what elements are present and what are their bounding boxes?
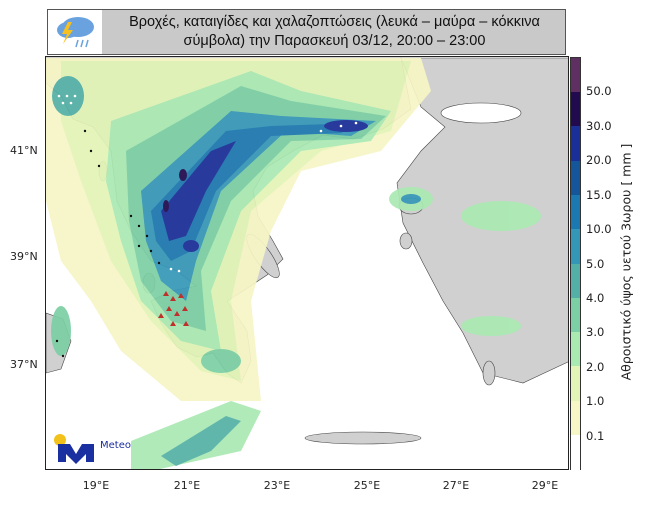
colorbar-segment — [571, 400, 580, 436]
rain-thunder-cloud-icon — [48, 10, 102, 54]
colorbar-label: 30.0 — [586, 118, 612, 133]
colorbar-label: 4.0 — [586, 290, 605, 305]
lon-tick-21e: 21°E — [173, 479, 201, 492]
precipitation-field — [46, 58, 541, 469]
lon-tick-27e: 27°E — [442, 479, 470, 492]
colorbar-label: 20.0 — [586, 153, 612, 168]
crete — [304, 431, 422, 445]
colorbar-title: Αθροιστικό ύψος υετού 3ωρου [ mm ] — [618, 143, 634, 381]
colorbar-label: 5.0 — [586, 256, 605, 271]
rhodes — [482, 360, 496, 386]
colorbar-segment — [571, 366, 580, 402]
title-line-2: σύμβολα) την Παρασκευή 03/12, 20:00 – 23… — [183, 33, 486, 49]
lon-tick-19e: 19°E — [82, 479, 110, 492]
colorbar-label: 3.0 — [586, 325, 605, 340]
storm-symbols — [55, 94, 358, 358]
colorbar-label: 50.0 — [586, 84, 612, 99]
title-line-1: Βροχές, καταιγίδες και χαλαζοπτώσεις (λε… — [129, 14, 540, 30]
colorbar-label: 2.0 — [586, 359, 605, 374]
colorbar-label: 15.0 — [586, 187, 612, 202]
chios — [399, 232, 413, 250]
colorbar-segment — [571, 229, 580, 265]
meteo-logo — [54, 434, 94, 464]
colorbar-segment — [571, 194, 580, 231]
precipitation-map — [45, 56, 569, 470]
colorbar-label: 1.0 — [586, 394, 605, 409]
colorbar-segment — [571, 160, 580, 196]
colorbar-label: 0.1 — [586, 428, 605, 443]
marmara-sea — [440, 102, 522, 124]
colorbar — [570, 57, 581, 470]
lon-tick-23e: 23°E — [263, 479, 291, 492]
lon-tick-25e: 25°E — [353, 479, 381, 492]
colorbar-segment — [571, 297, 580, 333]
logo-name: Meteo — [100, 440, 131, 451]
colorbar-label: 10.0 — [586, 222, 612, 237]
colorbar-segment — [571, 58, 580, 94]
lon-tick-29e: 29°E — [531, 479, 559, 492]
colorbar-segment — [571, 331, 580, 368]
lat-tick-39n: 39°N — [10, 250, 38, 263]
colorbar-segment — [571, 434, 580, 470]
map-title: Βροχές, καταιγίδες και χαλαζοπτώσεις (λε… — [108, 13, 561, 51]
white-storm-markers — [57, 94, 358, 273]
hail-markers — [158, 291, 189, 326]
title-banner: Βροχές, καταιγίδες και χαλαζοπτώσεις (λε… — [47, 9, 566, 55]
black-storm-markers — [55, 129, 161, 358]
colorbar-segment — [571, 126, 580, 162]
colorbar-segment — [571, 263, 580, 299]
lat-tick-41n: 41°N — [10, 144, 38, 157]
colorbar-segment — [571, 92, 580, 128]
lat-tick-37n: 37°N — [10, 358, 38, 371]
